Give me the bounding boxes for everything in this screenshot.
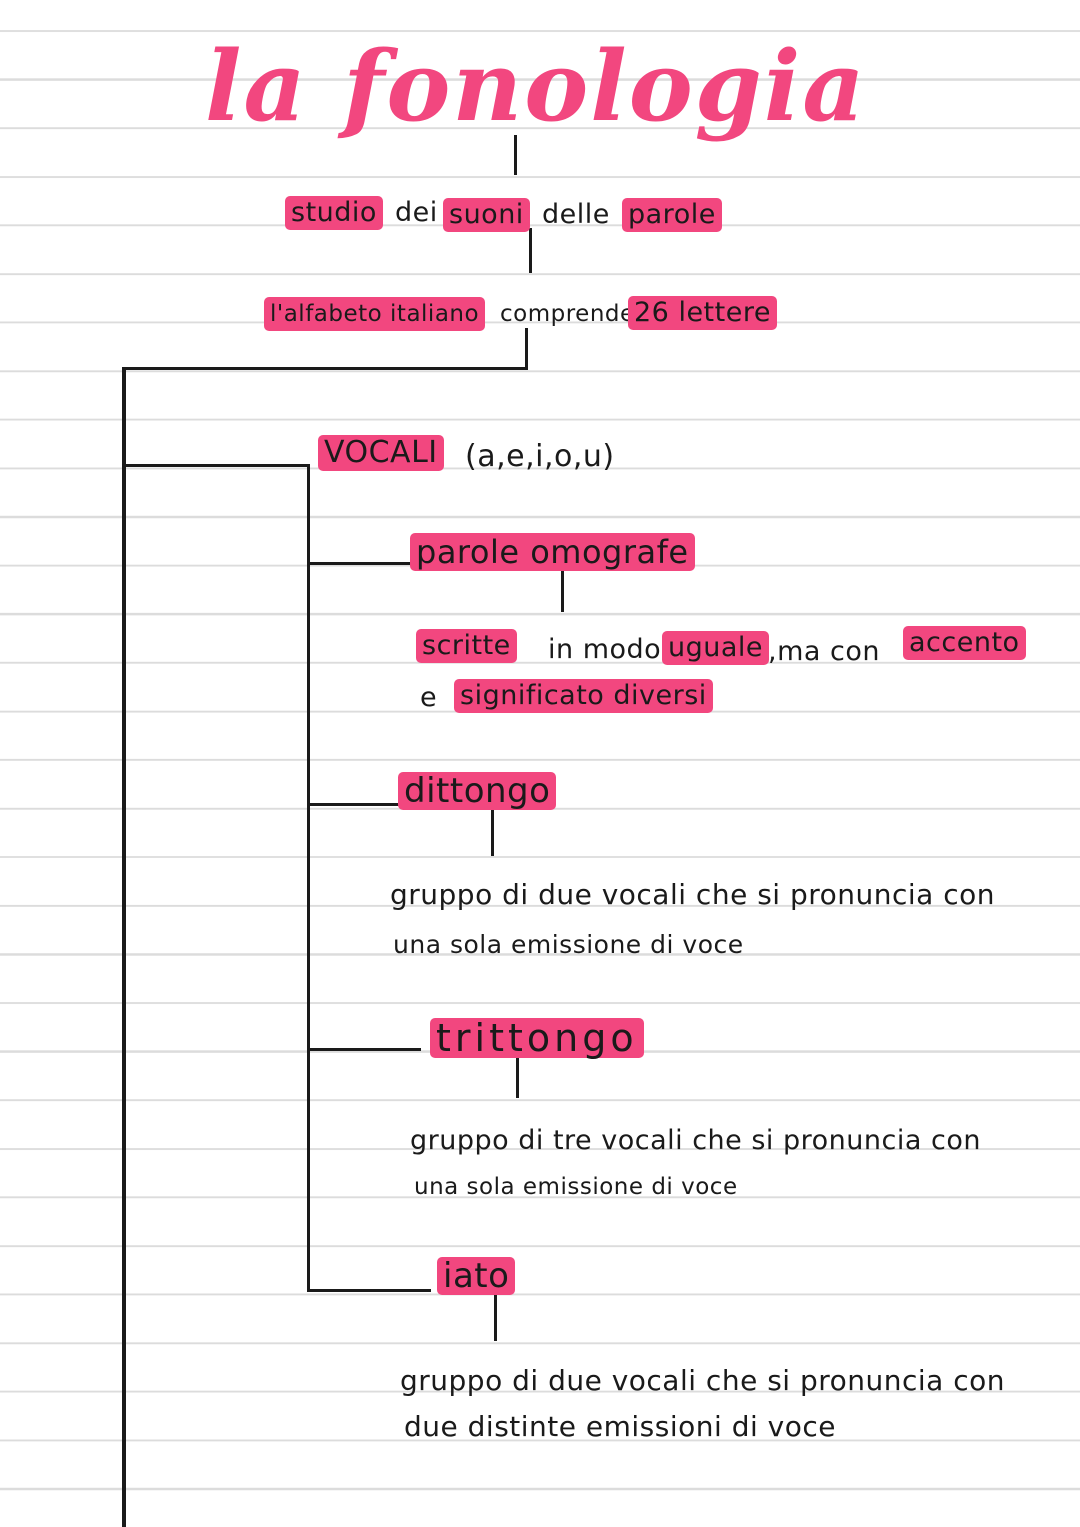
word-in-modo: in modo: [548, 634, 662, 665]
iato-definition-line1: gruppo di due vocali che si pronuncia co…: [400, 1364, 1005, 1397]
connector-line: [494, 1295, 497, 1341]
connector-line: [307, 1048, 421, 1051]
vocali-trunk-line: [307, 464, 310, 1292]
word-comprende: comprende: [500, 301, 635, 327]
highlight-dittongo: dittongo: [398, 772, 557, 810]
highlight-scritte: scritte: [416, 629, 517, 663]
highlight-26-lettere: 26 lettere: [628, 296, 777, 330]
connector-line: [307, 1289, 431, 1292]
highlight-accento: accento: [903, 626, 1026, 660]
highlight-vocali: VOCALI: [318, 435, 444, 471]
connector-line: [307, 562, 411, 565]
iato-definition-line2: due distinte emissioni di voce: [404, 1410, 836, 1443]
word-e: e: [420, 682, 438, 713]
connector-line: [122, 367, 528, 370]
highlight-suoni: suoni: [443, 198, 530, 232]
highlight-parole-omografe: parole omografe: [410, 533, 695, 571]
highlight-uguale: uguale: [662, 631, 770, 665]
word-ma-con: ,ma con: [768, 636, 880, 667]
highlight-significato-diversi: significato diversi: [454, 679, 713, 713]
highlight-parole: parole: [622, 198, 722, 232]
connector-line: [122, 464, 309, 467]
highlight-studio: studio: [285, 196, 383, 230]
dittongo-definition-line2: una sola emissione di voce: [393, 930, 744, 959]
connector-line: [491, 810, 494, 856]
trittongo-definition-line2: una sola emissione di voce: [414, 1174, 738, 1200]
vowel-list: (a,e,i,o,u): [465, 439, 615, 474]
connector-line: [516, 1058, 519, 1098]
dittongo-definition-line1: gruppo di due vocali che si pronuncia co…: [390, 878, 995, 911]
connector-line: [525, 328, 528, 370]
connector-line: [514, 135, 517, 175]
main-trunk-line: [122, 367, 126, 1527]
word-delle: delle: [542, 199, 610, 230]
trittongo-definition-line1: gruppo di tre vocali che si pronuncia co…: [410, 1125, 981, 1156]
connector-line: [529, 228, 532, 273]
highlight-iato: iato: [437, 1257, 516, 1295]
word-dei: dei: [395, 197, 438, 228]
connector-line: [561, 570, 564, 612]
highlight-alfabeto: l'alfabeto italiano: [264, 297, 486, 331]
page-title: la fonologia: [205, 30, 867, 143]
highlight-trittongo: trittongo: [430, 1018, 644, 1058]
connector-line: [307, 803, 401, 806]
